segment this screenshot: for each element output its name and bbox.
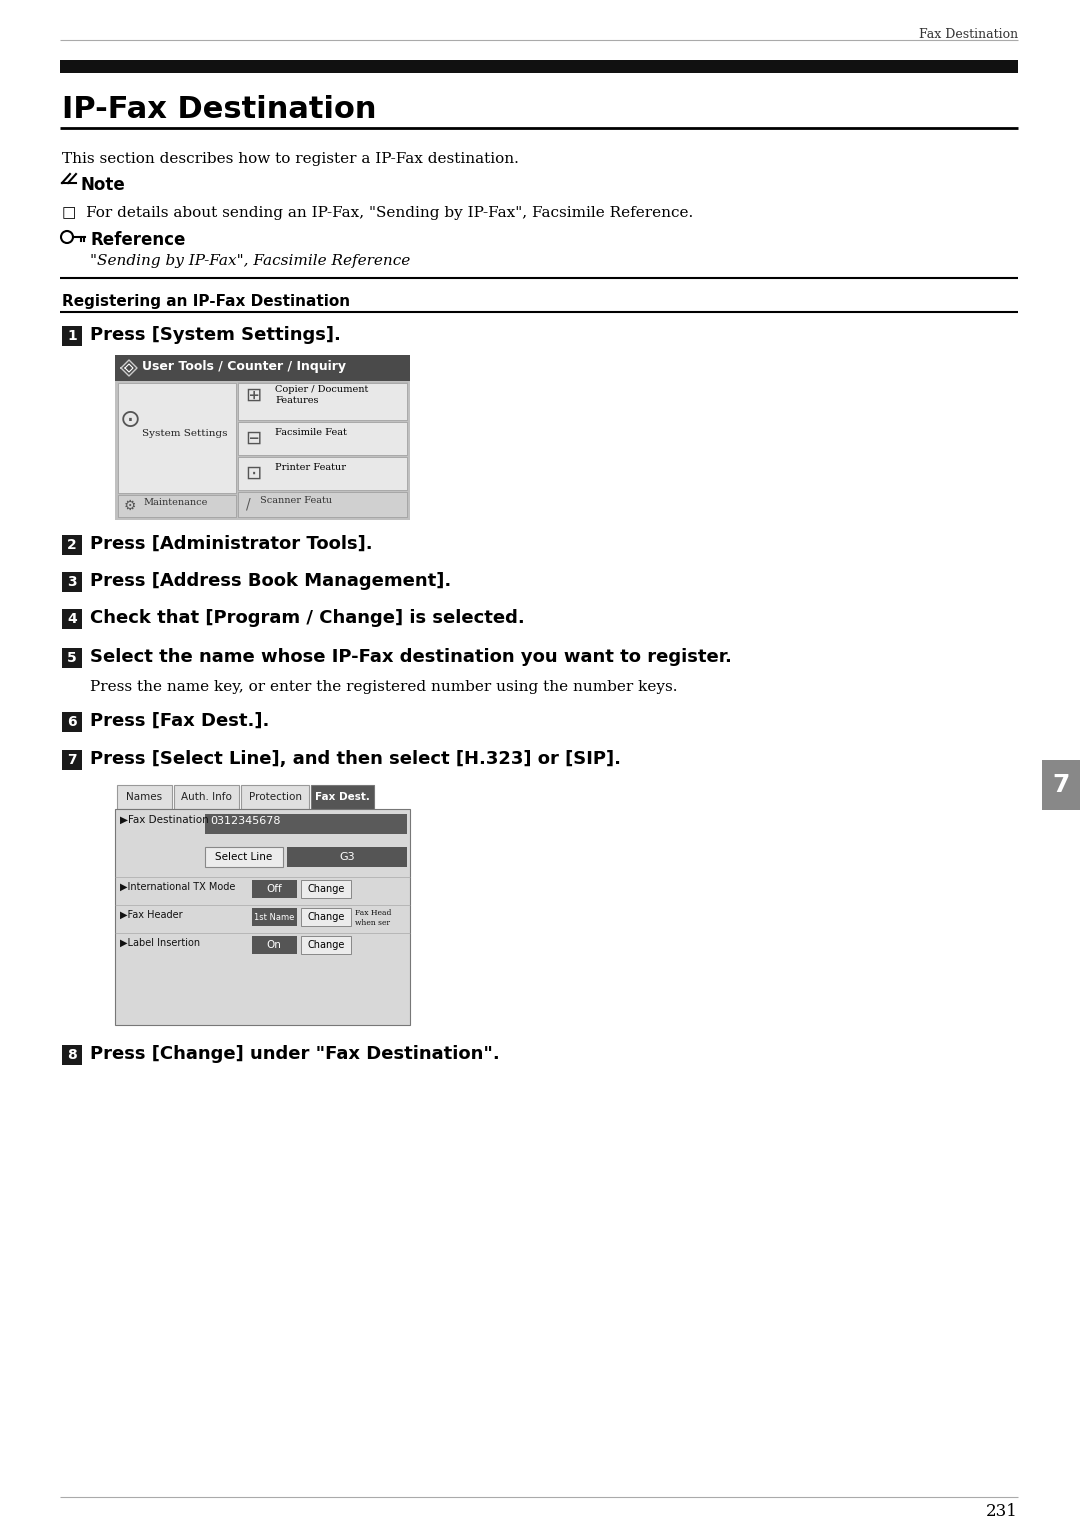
Text: Maintenance: Maintenance [143,497,207,507]
Text: Registering an IP-Fax Destination: Registering an IP-Fax Destination [62,295,350,308]
Text: ▶Label Insertion: ▶Label Insertion [120,938,200,948]
Bar [174,784,239,809]
Text: Press [System Settings].: Press [System Settings]. [90,327,341,343]
Text: ▶International TX Mode: ▶International TX Mode [120,882,235,893]
Text: □  For details about sending an IP-Fax, "Sending by IP-Fax", Facsimile Reference: □ For details about sending an IP-Fax, "… [62,206,693,220]
Text: Facsimile Feat: Facsimile Feat [275,427,347,436]
Bar [114,356,410,382]
Text: Press [Fax Dest.].: Press [Fax Dest.]. [90,713,269,729]
Text: ⊡: ⊡ [245,464,261,482]
Text: Press [Administrator Tools].: Press [Administrator Tools]. [90,536,373,552]
Bar [238,456,407,490]
Text: Printer Featur: Printer Featur [275,462,346,472]
Bar [205,813,407,835]
Text: Press [Address Book Management].: Press [Address Book Management]. [90,572,451,591]
Bar [238,491,407,517]
Bar [114,809,410,1025]
Text: Change: Change [308,940,345,951]
Bar [118,383,237,493]
Text: Note: Note [80,175,125,194]
Text: 1: 1 [67,330,77,343]
Bar [205,847,283,867]
Text: 7: 7 [1052,774,1069,797]
Bar [238,383,407,420]
Bar [62,609,82,629]
Text: 3: 3 [67,575,77,589]
Bar [62,649,82,668]
Text: 2: 2 [67,539,77,552]
Bar [1042,760,1080,810]
Bar [62,749,82,771]
Text: when ser: when ser [355,919,390,926]
Text: 5: 5 [67,652,77,665]
Text: Off: Off [266,884,282,894]
Text: ▶Fax Destination: ▶Fax Destination [120,815,208,826]
Text: Change: Change [308,884,345,894]
Text: 0312345678: 0312345678 [210,816,281,826]
Text: Change: Change [308,913,345,922]
Bar [301,935,351,954]
Text: Features: Features [275,397,319,404]
Text: G3: G3 [339,852,355,862]
Text: On: On [267,940,282,951]
Text: Check that [Program / Change] is selected.: Check that [Program / Change] is selecte… [90,609,525,627]
Text: 6: 6 [67,716,77,729]
Text: ⊞: ⊞ [245,386,261,404]
Bar [301,908,351,926]
Bar [241,784,309,809]
Bar [62,572,82,592]
Bar [301,881,351,897]
Bar [311,784,374,809]
Text: Select the name whose IP-Fax destination you want to register.: Select the name whose IP-Fax destination… [90,649,732,665]
Bar [252,908,297,926]
Text: ⊟: ⊟ [245,429,261,447]
Text: Copier / Document: Copier / Document [275,385,368,394]
Text: ▶Fax Header: ▶Fax Header [120,909,183,920]
Text: 231: 231 [986,1503,1018,1520]
Text: Press [Select Line], and then select [H.323] or [SIP].: Press [Select Line], and then select [H.… [90,749,621,768]
Text: Reference: Reference [90,230,186,249]
Text: /: / [245,497,251,511]
Text: Scanner Featu: Scanner Featu [260,496,333,505]
Text: "Sending by IP-Fax", Facsimile Reference: "Sending by IP-Fax", Facsimile Reference [90,253,410,269]
Text: Press [Change] under "Fax Destination".: Press [Change] under "Fax Destination". [90,1045,500,1064]
Bar [62,327,82,346]
Text: ⚙: ⚙ [124,499,136,513]
Text: ⊙: ⊙ [120,407,140,432]
Text: Names: Names [126,792,163,803]
Text: 4: 4 [67,612,77,626]
Bar [60,60,1018,73]
Text: 1st Name: 1st Name [254,913,294,922]
Text: 7: 7 [67,752,77,768]
Text: Fax Destination: Fax Destination [919,27,1018,41]
Bar [118,494,237,517]
Text: IP-Fax Destination: IP-Fax Destination [62,95,377,124]
Bar [62,536,82,555]
Bar [62,1045,82,1065]
Text: System Settings: System Settings [143,429,228,438]
Text: Fax Head: Fax Head [355,909,391,917]
Text: User Tools / Counter / Inquiry: User Tools / Counter / Inquiry [141,360,346,372]
Text: 8: 8 [67,1048,77,1062]
Text: Fax Dest.: Fax Dest. [315,792,370,803]
Text: Protection: Protection [248,792,301,803]
Bar [114,382,410,520]
Text: Auth. Info: Auth. Info [181,792,232,803]
Bar [252,935,297,954]
Bar [117,784,172,809]
Text: This section describes how to register a IP-Fax destination.: This section describes how to register a… [62,153,518,166]
Bar [287,847,407,867]
Bar [252,881,297,897]
Text: Press the name key, or enter the registered number using the number keys.: Press the name key, or enter the registe… [90,681,677,694]
Bar [62,713,82,732]
Text: Select Line: Select Line [215,852,272,862]
Bar [238,423,407,455]
